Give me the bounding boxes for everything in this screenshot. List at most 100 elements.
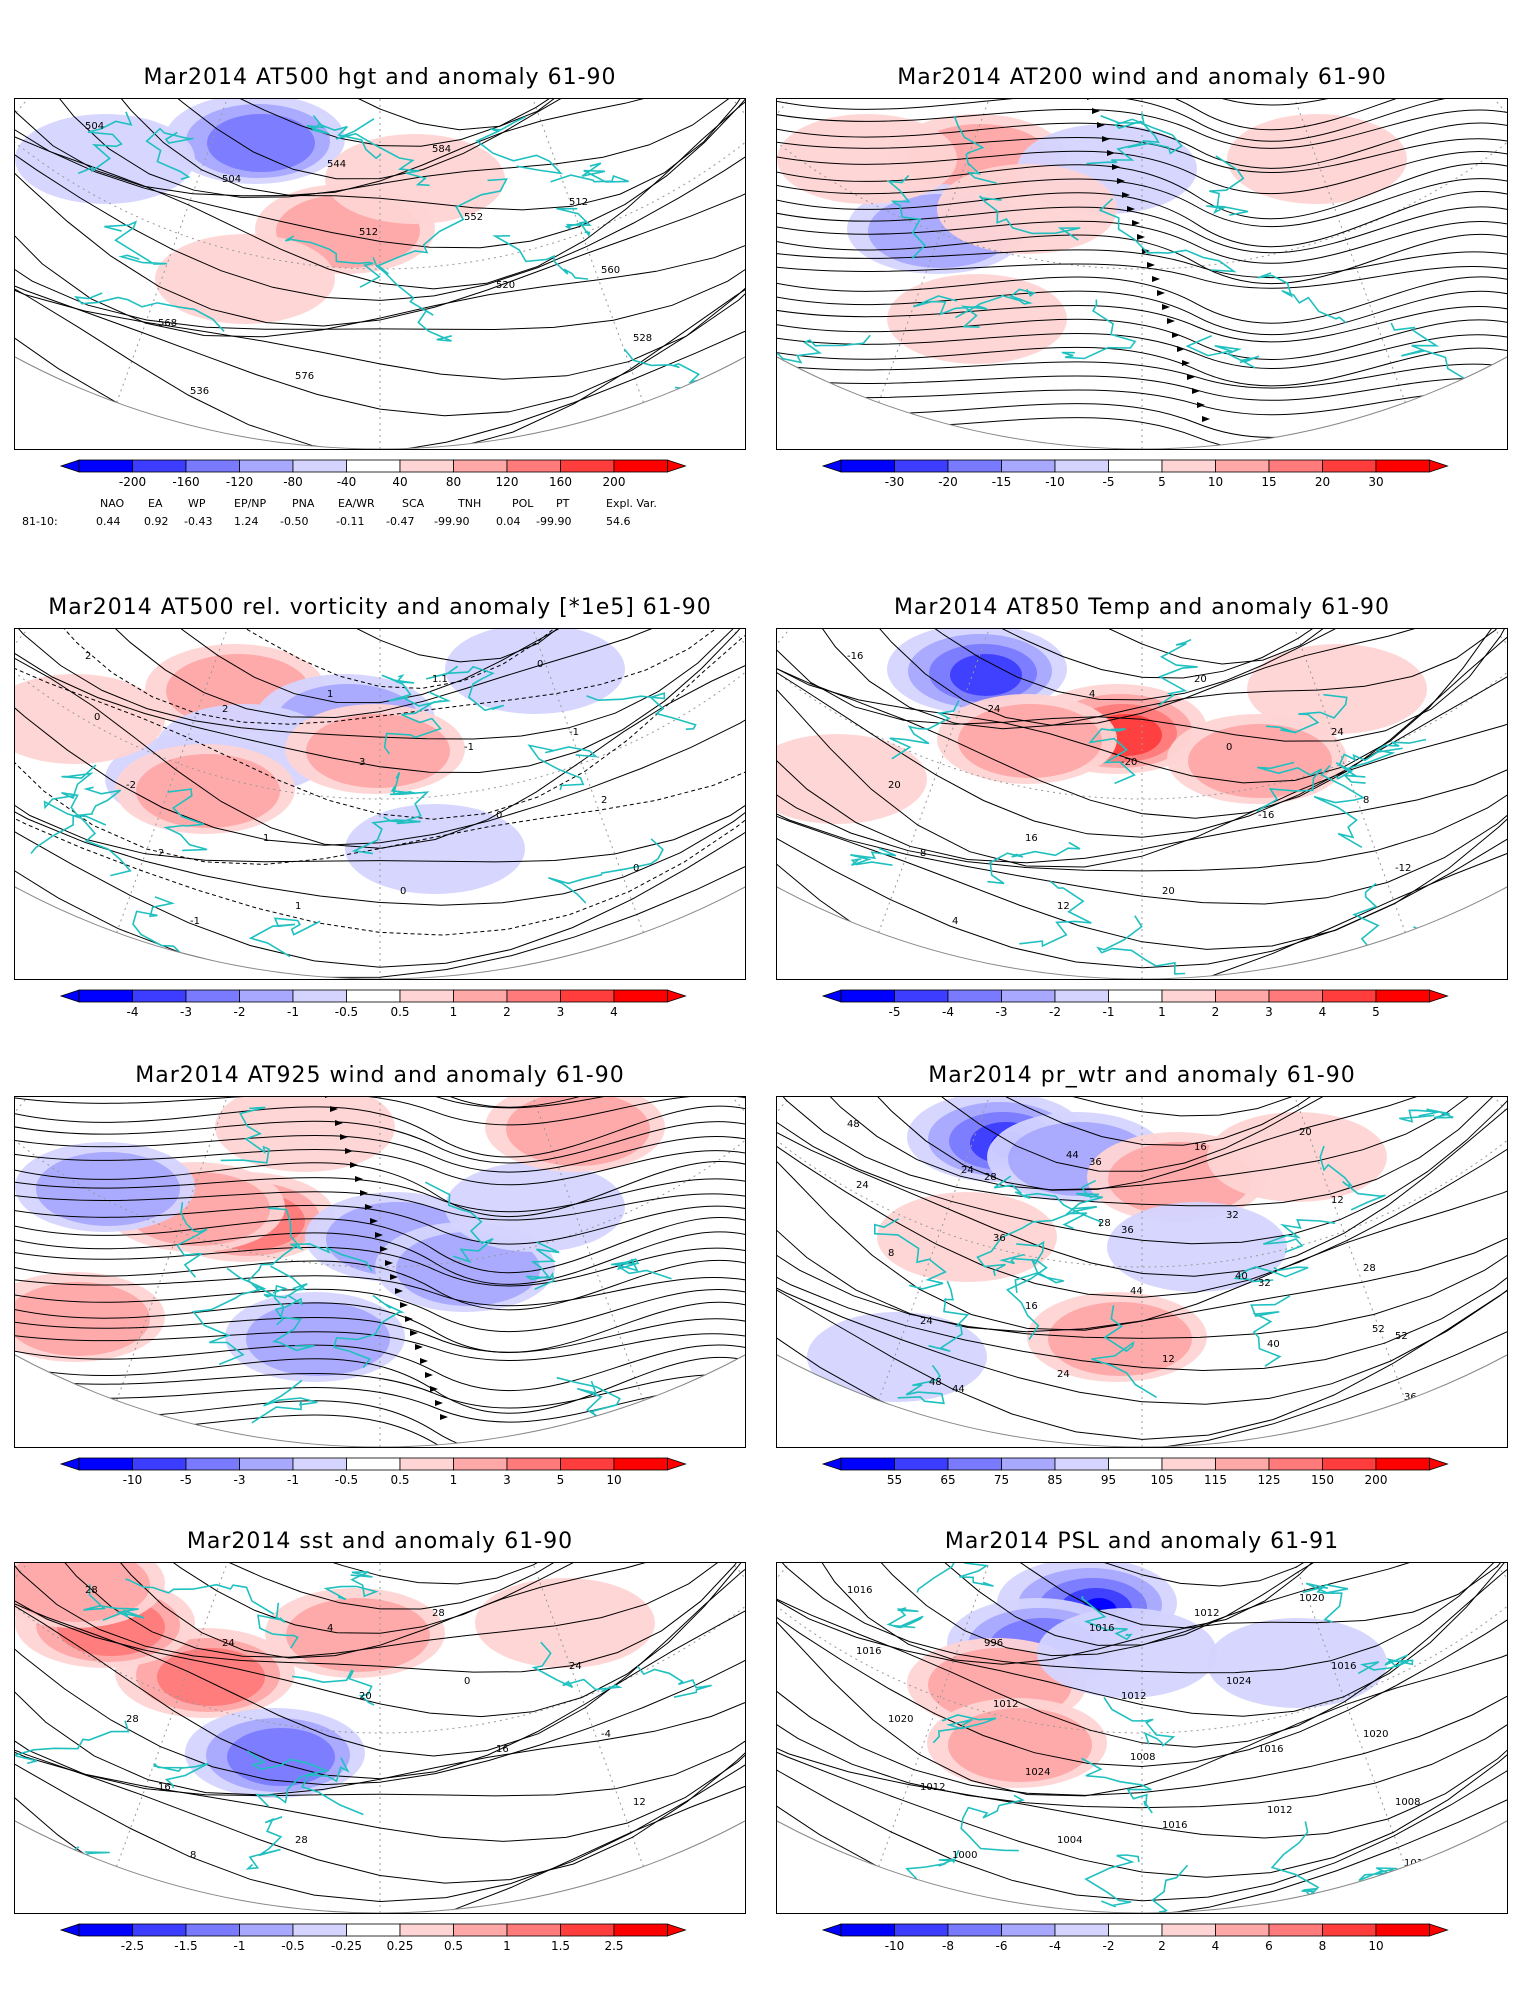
contour-line (15, 99, 745, 180)
streamline (15, 1317, 745, 1353)
wind-arrow (1147, 262, 1155, 268)
contour-label: 8 (888, 1248, 894, 1259)
colorbar-segment (840, 989, 895, 1003)
colorbar-segment (1001, 1923, 1056, 1937)
contour-label: 24 (1057, 1369, 1070, 1380)
contour-line (15, 1563, 745, 1796)
anomaly-shade (345, 804, 525, 894)
contour-label: 8 (920, 848, 926, 859)
coastline (527, 744, 599, 791)
panel-title: Mar2014 AT925 wind and anomaly 61-90 (135, 1063, 625, 1088)
panel-title: Mar2014 AT200 wind and anomaly 61-90 (897, 65, 1387, 90)
colorbar-segment (560, 1923, 615, 1937)
contour-line (15, 1563, 745, 1718)
contour-label: 36 (993, 1233, 1006, 1244)
contour-label: 8 (190, 1850, 196, 1861)
index-header: EA/WR (338, 496, 375, 510)
colorbar-segment (506, 989, 561, 1003)
streamline (777, 220, 1507, 264)
colorbar-tick-label: 75 (994, 1473, 1009, 1487)
coastline (1399, 1108, 1454, 1123)
coastline (220, 1106, 270, 1164)
coastline (586, 692, 697, 730)
colorbar-arrow-low (821, 1457, 842, 1471)
wind-arrow (1137, 234, 1145, 240)
contour-label: 1012 (1194, 1608, 1219, 1619)
colorbar-segment (1108, 1923, 1163, 1937)
contour-label: 52 (1395, 1331, 1408, 1342)
wind-arrow (335, 1120, 343, 1126)
map-vort500: 2 2 3 0 0 -1 1 -1 2 2 1 1.1 -1 -2 1 0 0 0 (14, 628, 746, 980)
wind-arrow (360, 1190, 368, 1196)
contour-label: 1 (263, 833, 269, 844)
contour-line (15, 99, 745, 198)
colorbar-tick-label: -15 (992, 475, 1012, 489)
streamline (15, 1191, 745, 1221)
colorbar-segment (1375, 459, 1430, 473)
colorbar-arrow-low (59, 459, 80, 473)
hemisphere-plot: 1016 996 1012 1016 1008 1000 1016 1024 1020 1012 1… (777, 1563, 1507, 1913)
colorbar-tick-label: 200 (603, 475, 626, 489)
contour-line (777, 1097, 1507, 1117)
colorbar-segment (1161, 989, 1216, 1003)
coastline (372, 257, 453, 342)
colorbar-tick-label: 1 (503, 1939, 511, 1953)
colorbar-segment (399, 1457, 454, 1471)
contour-label: 1016 (1331, 1661, 1356, 1672)
coastline (492, 235, 589, 280)
colorbar-tick-label: 120 (496, 475, 519, 489)
colorbar-tick-label: 150 (1311, 1473, 1334, 1487)
index-header: Expl. Var. (606, 496, 657, 510)
contour-label: 1020 (1363, 1729, 1388, 1740)
colorbar-tick-label: 40 (392, 475, 407, 489)
coastline (191, 1267, 267, 1366)
colorbar-segment (185, 1923, 240, 1937)
contour-line (777, 1097, 1507, 1146)
contour-line (15, 99, 745, 211)
coastline (550, 162, 629, 183)
contour-label: 1000 (952, 1850, 977, 1861)
colorbar-arrow-low (821, 989, 842, 1003)
coastline (850, 847, 897, 867)
streamline (777, 276, 1507, 324)
colorbar-segment (1001, 989, 1056, 1003)
contour-label: 512 (569, 197, 588, 208)
colorbar-segment (1215, 1923, 1270, 1937)
coastline (475, 116, 563, 175)
colorbar-arrow-high (1429, 1923, 1449, 1937)
streamline (15, 1344, 745, 1392)
colorbar-segment (1054, 1923, 1109, 1937)
index-value: -99.90 (434, 514, 470, 528)
coastline (916, 1563, 994, 1593)
contour-label: 36 (1404, 1392, 1417, 1403)
colorbar-segment (399, 459, 454, 473)
coastline (611, 1258, 672, 1280)
colorbar-segment (1322, 459, 1377, 473)
contour-label: 1012 (993, 1699, 1018, 1710)
contour-label: 2 (222, 704, 228, 715)
colorbar-tick-label: 0.5 (390, 1005, 409, 1019)
map-sst: 28 24 20 16 12 8 4 0 -4 16 28 28 24 28 (14, 1562, 746, 1914)
panel-title: Mar2014 AT500 rel. vorticity and anomaly… (48, 595, 712, 620)
contour-label: 1004 (1057, 1835, 1082, 1846)
wind-arrow (1087, 99, 1095, 100)
anomaly-shade (155, 234, 335, 324)
streamline (15, 1246, 745, 1287)
coastline (897, 1364, 945, 1405)
index-header: EP/NP (234, 496, 267, 510)
streamline (777, 361, 1507, 389)
coastline (1098, 198, 1237, 273)
index-header: POL (512, 496, 534, 510)
contour-line (777, 1097, 1507, 1333)
colorbar-segment (506, 459, 561, 473)
wind-arrow (1157, 290, 1165, 296)
colorbar-tick-label: -4 (1049, 1939, 1061, 1953)
streamline (15, 1331, 745, 1361)
contour-label: 1012 (1404, 1858, 1429, 1869)
panel-title: Mar2014 sst and anomaly 61-90 (186, 1529, 574, 1554)
streamline (777, 206, 1507, 254)
colorbar-segment (1108, 1457, 1163, 1471)
contour-label: 536 (190, 386, 209, 397)
wind-arrow (425, 1372, 433, 1378)
index-header: PT (556, 496, 570, 510)
